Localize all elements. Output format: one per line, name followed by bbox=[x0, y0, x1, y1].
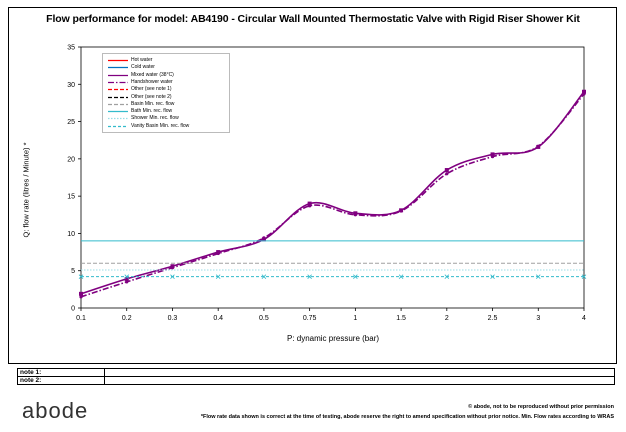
y-tick-label: 0 bbox=[71, 306, 75, 313]
data-point bbox=[535, 274, 541, 279]
data-point bbox=[124, 276, 129, 281]
data-point bbox=[308, 204, 312, 208]
legend-swatch bbox=[108, 110, 128, 113]
data-point bbox=[307, 201, 312, 206]
note-row: note 1: bbox=[17, 368, 615, 377]
x-axis-label: P: dynamic pressure (bar) bbox=[286, 334, 380, 343]
data-point bbox=[444, 274, 450, 279]
x-tick-label: 1.5 bbox=[396, 315, 406, 322]
data-point bbox=[581, 274, 587, 279]
series-line-mixed-water-38-c bbox=[80, 91, 585, 295]
y-tick-label: 15 bbox=[67, 194, 75, 201]
note-text bbox=[104, 368, 615, 377]
chart-frame bbox=[8, 7, 617, 364]
data-point bbox=[399, 209, 403, 213]
data-point bbox=[261, 274, 267, 279]
x-tick-label: 0.2 bbox=[122, 315, 132, 322]
data-point bbox=[353, 274, 358, 279]
legend-swatch bbox=[108, 96, 128, 98]
data-point bbox=[353, 213, 357, 217]
legend-label: Bath Min. rec. flow bbox=[131, 108, 173, 115]
legend-label: Basin Min. rec. flow bbox=[131, 100, 175, 107]
data-point bbox=[124, 274, 130, 279]
chart-legend: Hot water Cold water Mixed water (38°C) Han… bbox=[102, 53, 230, 133]
data-point bbox=[170, 266, 175, 270]
data-point bbox=[582, 89, 586, 94]
data-point bbox=[215, 274, 221, 279]
legend-swatch bbox=[108, 67, 128, 69]
data-point bbox=[444, 168, 449, 173]
note-label: note 1: bbox=[17, 368, 105, 377]
legend-label: Other (see note 2) bbox=[131, 93, 172, 100]
data-point bbox=[78, 274, 84, 279]
data-point bbox=[79, 295, 83, 299]
legend-label: Handshower water bbox=[131, 78, 173, 85]
disclaimer-text: *Flow rate data shown is correct at the … bbox=[200, 414, 614, 420]
legend-swatch bbox=[108, 81, 128, 83]
note-text bbox=[104, 376, 615, 385]
y-tick-label: 30 bbox=[67, 82, 75, 89]
notes-table: note 1: note 2: bbox=[17, 368, 615, 385]
data-point bbox=[582, 92, 586, 96]
legend-swatch bbox=[108, 89, 128, 91]
series-line-handshower-water bbox=[80, 93, 585, 298]
legend-label: Hot water bbox=[131, 57, 153, 63]
data-point bbox=[307, 274, 312, 279]
legend-swatch bbox=[108, 59, 128, 62]
note-label: note 2: bbox=[17, 376, 105, 385]
data-point bbox=[490, 155, 495, 159]
data-point bbox=[79, 291, 83, 296]
x-tick-label: 0.5 bbox=[259, 315, 269, 322]
copyright-text: © abode, not to be reproduced without pr… bbox=[468, 404, 614, 410]
x-tick-label: 4 bbox=[582, 315, 586, 322]
y-tick-label: 20 bbox=[67, 156, 75, 163]
x-tick-label: 2.5 bbox=[488, 315, 498, 322]
x-tick-label: 0.75 bbox=[303, 315, 317, 322]
data-point bbox=[170, 274, 175, 279]
legend-label: Cold water bbox=[131, 64, 155, 71]
x-tick-label: 2 bbox=[445, 315, 449, 322]
x-tick-label: 0.1 bbox=[76, 315, 86, 322]
legend-swatch bbox=[108, 103, 128, 105]
x-tick-label: 0.3 bbox=[168, 315, 178, 322]
y-tick-label: 25 bbox=[67, 119, 75, 126]
legend-swatch bbox=[108, 118, 128, 120]
data-point bbox=[490, 274, 495, 279]
brand-logo: abode bbox=[22, 398, 89, 423]
note-row: note 2: bbox=[17, 376, 615, 385]
x-tick-label: 0.4 bbox=[213, 315, 223, 322]
legend-swatch bbox=[108, 125, 128, 127]
y-tick-label: 35 bbox=[67, 45, 75, 52]
legend-label: Other (see note 1) bbox=[131, 86, 172, 93]
chart-title: Flow performance for model: AB4190 - Cir… bbox=[46, 13, 580, 25]
x-tick-label: 1 bbox=[353, 315, 357, 322]
legend-swatch bbox=[108, 74, 128, 76]
data-point bbox=[125, 280, 129, 284]
data-point bbox=[445, 172, 449, 176]
x-tick-label: 3 bbox=[536, 315, 540, 322]
y-tick-label: 5 bbox=[71, 268, 75, 275]
legend-label: Shower Min. rec. flow bbox=[131, 115, 179, 122]
y-tick-label: 10 bbox=[67, 231, 75, 238]
data-point bbox=[398, 274, 404, 279]
data-point bbox=[490, 152, 495, 157]
legend-label: Mixed water (38°C) bbox=[131, 71, 174, 78]
data-point bbox=[216, 251, 220, 256]
data-point bbox=[262, 236, 266, 240]
data-point bbox=[536, 144, 540, 148]
legend-label: Vanity Basin Min. rec. flow bbox=[131, 122, 190, 129]
